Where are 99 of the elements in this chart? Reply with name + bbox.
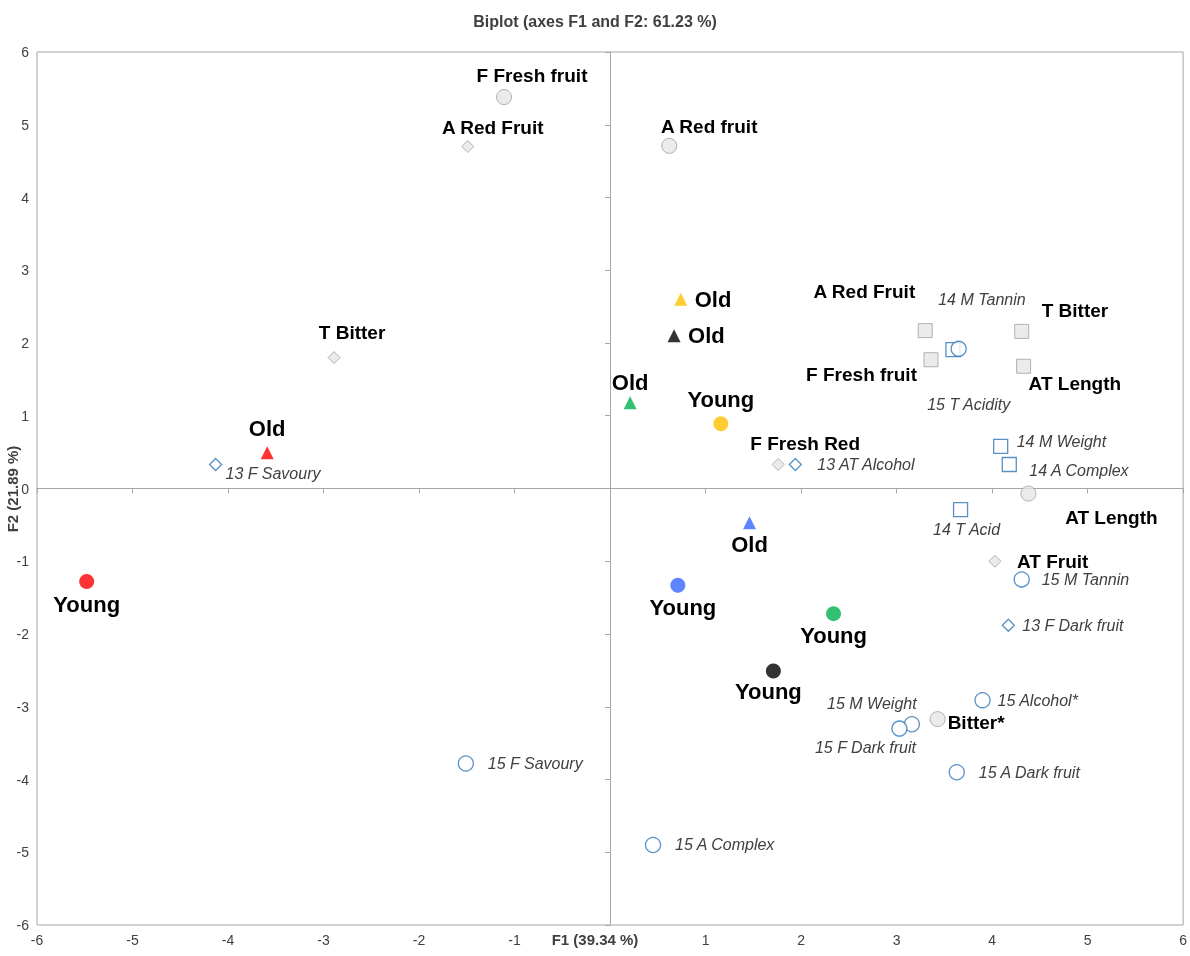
annotation: 15 Alcohol*	[997, 691, 1079, 709]
point	[917, 323, 933, 339]
point	[496, 89, 513, 106]
annotation: Young	[53, 592, 121, 618]
y-axis-title: F2 (21.89 %)	[3, 445, 21, 533]
y-tick-label: -5	[16, 844, 30, 861]
point	[1020, 485, 1037, 502]
annotation: Old	[611, 370, 649, 396]
annotation: 14 M Tannin	[938, 291, 1026, 309]
x-tick-label: 6	[1179, 932, 1188, 948]
y-tick-label: 3	[21, 262, 30, 279]
annotation: 14 M Weight	[1016, 432, 1107, 450]
annotation: T Bitter	[318, 322, 386, 344]
annotation: Old	[731, 532, 768, 558]
point	[826, 606, 842, 622]
point	[1013, 571, 1030, 588]
annotation: 15 A Complex	[675, 836, 776, 854]
x-tick-label: -1	[508, 932, 521, 948]
point	[952, 501, 969, 518]
point	[670, 577, 686, 593]
point	[674, 292, 688, 306]
point	[988, 554, 1002, 568]
annotation: F Fresh fruit	[476, 64, 589, 86]
point	[1001, 618, 1015, 632]
y-tick-label: -4	[16, 771, 30, 788]
point	[661, 137, 678, 154]
y-tick-label: -6	[16, 917, 30, 933]
point	[1014, 323, 1030, 339]
point	[1001, 456, 1017, 473]
annotation: Old	[248, 416, 286, 442]
annotation: Bitter*	[947, 711, 1006, 733]
point	[713, 416, 729, 432]
x-tick-label: 1	[701, 932, 710, 948]
x-tick-label: -2	[412, 932, 426, 948]
x-tick-label: -3	[317, 932, 330, 948]
annotation: A Red fruit	[661, 116, 759, 138]
x-tick-label: 3	[892, 932, 901, 948]
x-tick-label: -4	[221, 932, 235, 948]
x-tick-label: 5	[1083, 932, 1092, 948]
point	[327, 351, 341, 365]
annotation: 15 M Tannin	[1041, 570, 1130, 588]
y-tick-label: 6	[21, 44, 30, 60]
x-tick-label: 2	[797, 932, 806, 948]
point	[743, 516, 756, 530]
annotation: 15 M Weight	[827, 694, 918, 712]
annotation: Old	[688, 323, 725, 349]
point	[623, 396, 637, 410]
annotation: Young	[734, 678, 802, 704]
annotation: AT Length	[1065, 507, 1158, 529]
annotation: 13 F Savoury	[225, 464, 322, 482]
annotation: 13 F Dark fruit	[1022, 616, 1124, 634]
x-tick-label: 4	[988, 932, 997, 948]
chart-title: Biplot (axes F1 and F2: 61.23 %)	[473, 12, 717, 30]
annotation: AT Length	[1028, 372, 1122, 394]
point	[457, 755, 474, 772]
point	[644, 836, 662, 854]
annotation: 14 A Complex	[1029, 461, 1130, 479]
point	[667, 329, 681, 343]
annotation: 14 T Acid	[933, 521, 1002, 539]
annotation: T Bitter	[1041, 299, 1109, 321]
annotation: F Fresh fruit	[806, 364, 918, 386]
point	[765, 663, 781, 679]
annotation: 15 F Savoury	[487, 754, 584, 772]
annotation: F Fresh Red	[750, 432, 861, 454]
point	[461, 140, 475, 154]
y-tick-label: -3	[16, 698, 30, 715]
annotation: A Red Fruit	[441, 117, 545, 139]
y-tick-label: -2	[16, 626, 30, 642]
y-tick-label: 4	[21, 189, 30, 206]
point	[260, 446, 274, 460]
point	[950, 340, 967, 357]
x-axis-title: F1 (39.34 %)	[551, 931, 639, 948]
y-tick-label: 0	[21, 480, 30, 497]
point	[1016, 358, 1032, 374]
point	[79, 574, 95, 590]
annotation: Young	[800, 623, 867, 649]
annotation: 15 F Dark fruit	[814, 739, 917, 757]
y-tick-label: 2	[21, 335, 30, 351]
point	[208, 457, 223, 472]
y-tick-label: -1	[16, 553, 30, 570]
annotation: Young	[649, 594, 717, 620]
point	[788, 457, 802, 472]
point	[771, 457, 785, 471]
annotation: Young	[687, 387, 755, 413]
point	[993, 438, 1009, 454]
point	[974, 692, 991, 709]
y-tick-label: 1	[21, 407, 30, 424]
annotation: Old	[694, 286, 732, 312]
annotation: AT Fruit	[1016, 550, 1090, 572]
point	[948, 764, 965, 781]
annotation: 13 AT Alcohol	[817, 455, 916, 473]
point	[891, 720, 908, 737]
annotation: A Red Fruit	[813, 281, 916, 303]
annotation: 15 T Acidity	[927, 396, 1012, 414]
x-tick-label: -5	[126, 932, 139, 948]
annotation: 15 A Dark fruit	[978, 763, 1081, 781]
y-tick-label: 5	[21, 116, 30, 133]
point	[923, 352, 939, 368]
point	[929, 711, 946, 728]
